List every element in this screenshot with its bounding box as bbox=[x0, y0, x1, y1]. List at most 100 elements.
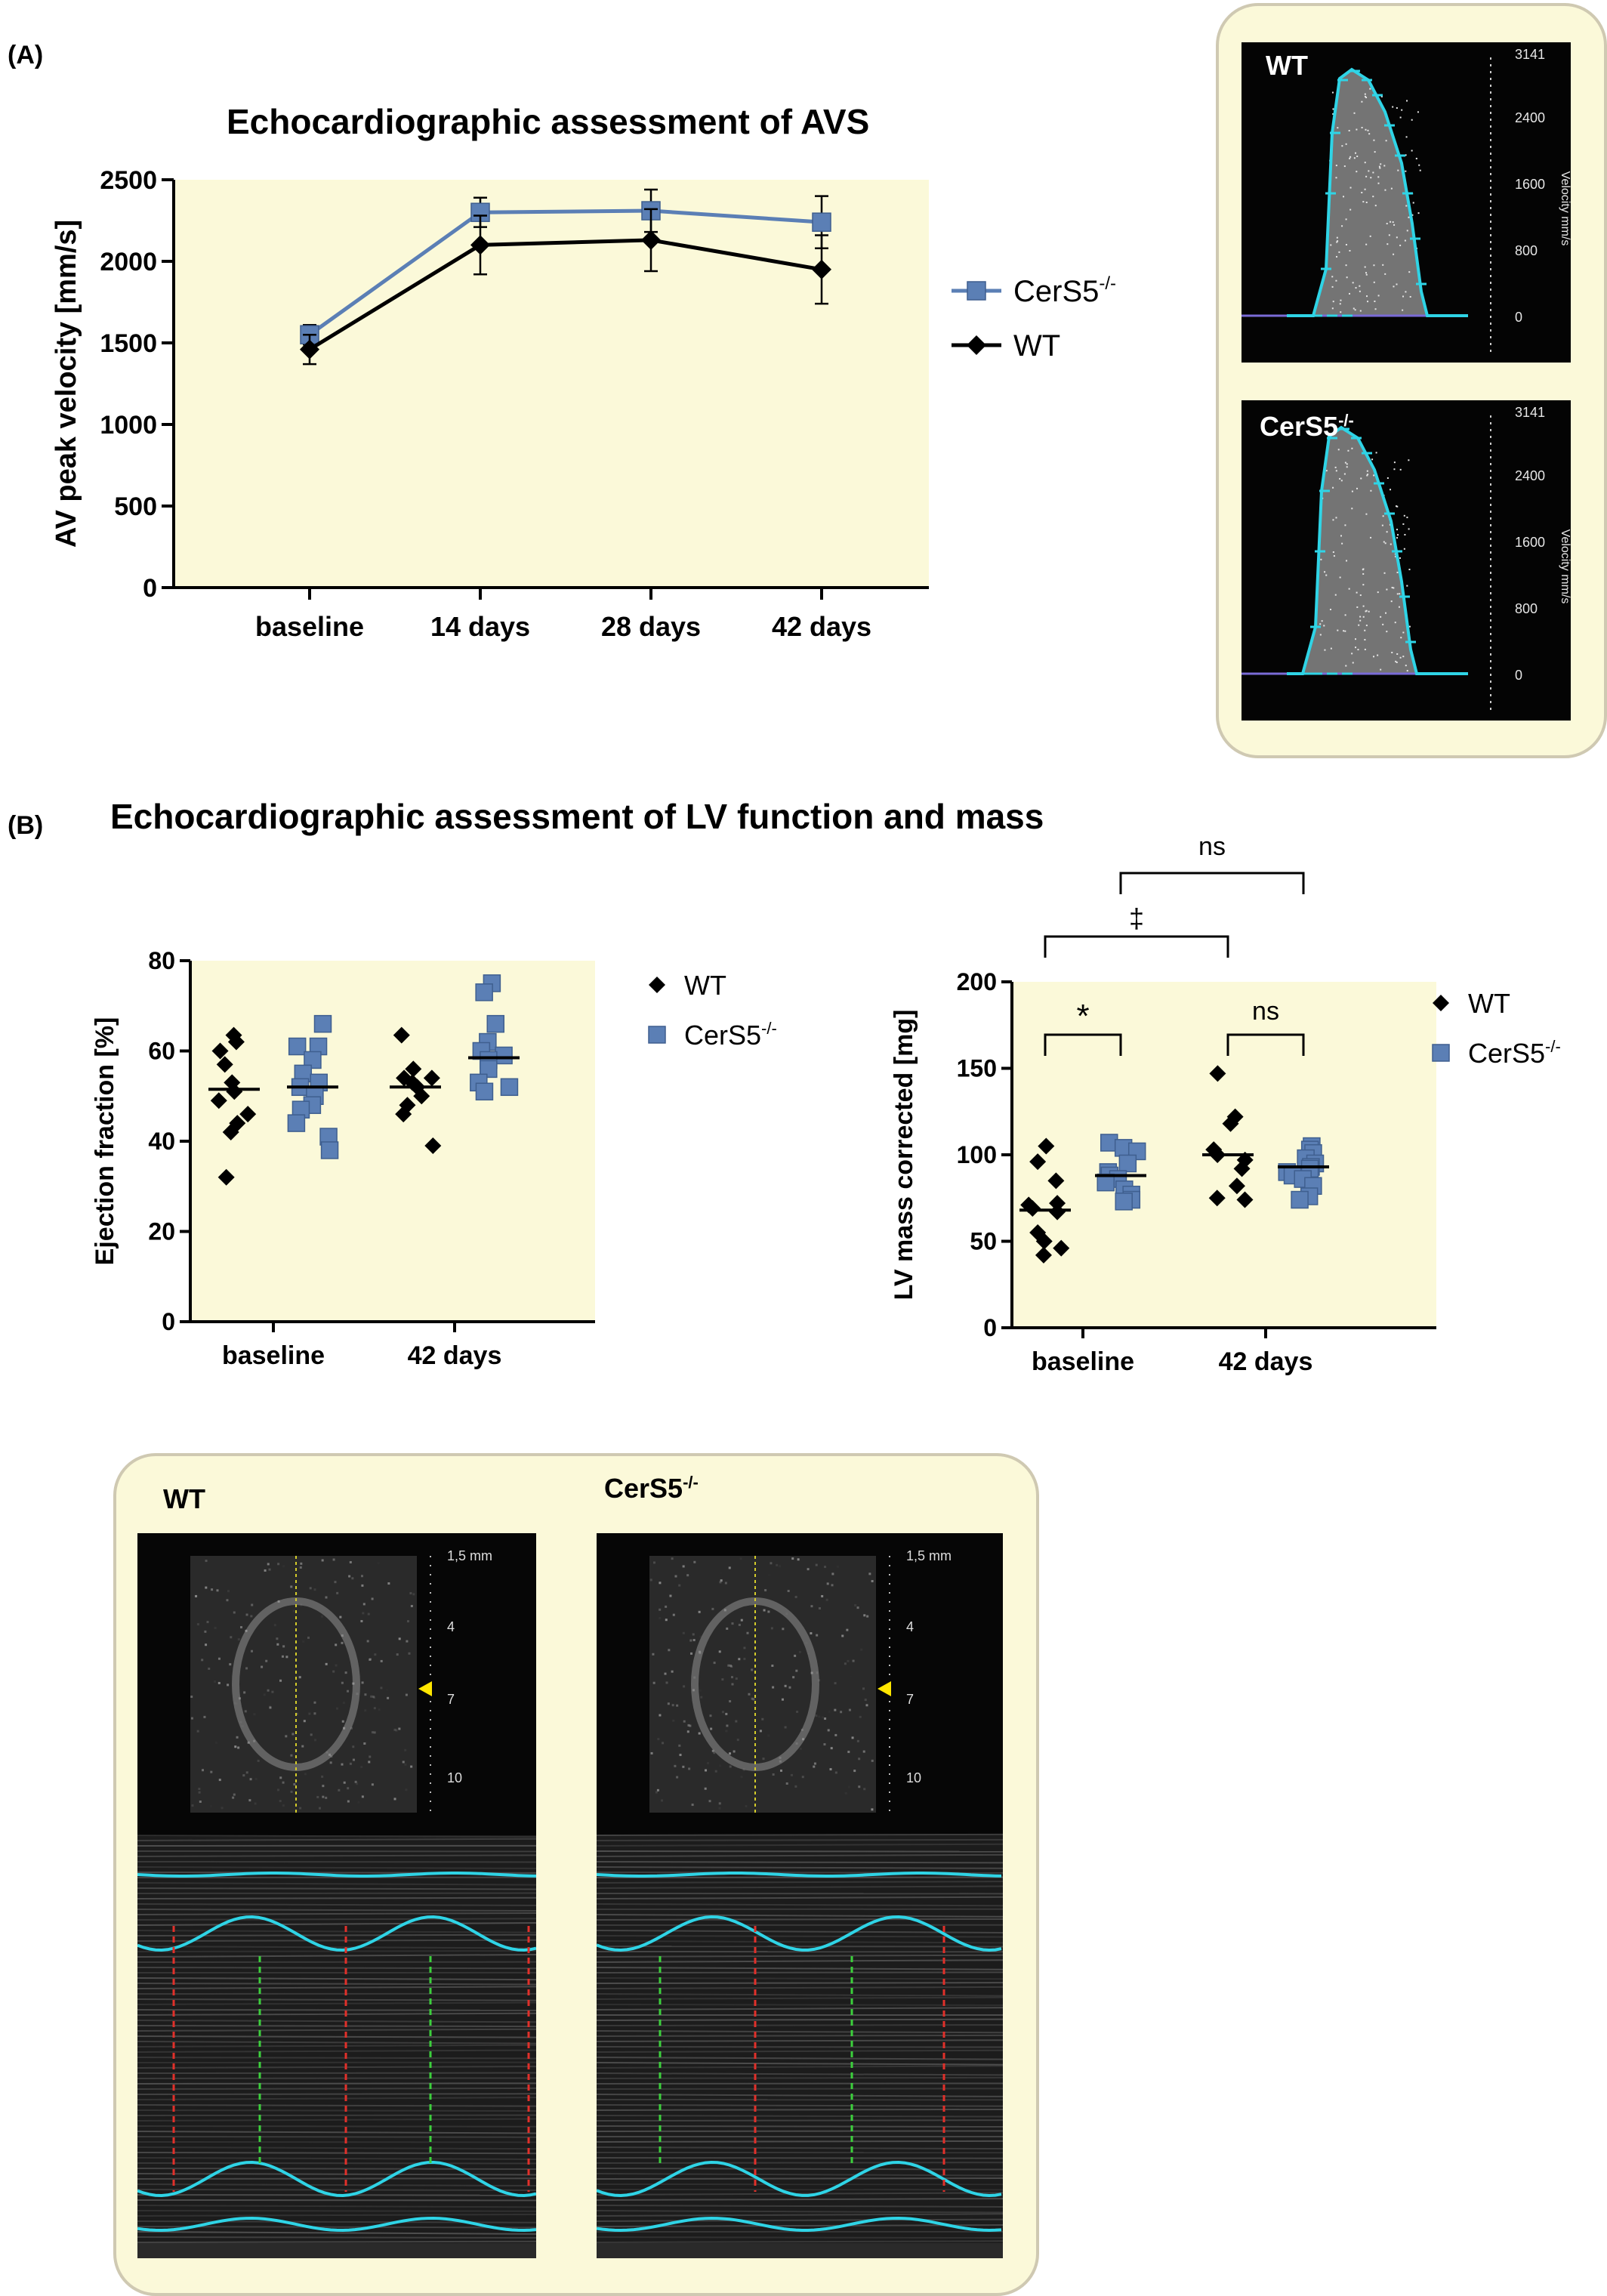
y-tick-label: 1000 bbox=[100, 411, 157, 440]
bmode-speckle bbox=[394, 1798, 396, 1800]
bmode-speckle bbox=[819, 1607, 821, 1609]
bmode-speckle bbox=[361, 1575, 363, 1577]
mmode-texture bbox=[137, 1967, 536, 1968]
bmode-speckle bbox=[325, 1597, 328, 1599]
doppler-speckle bbox=[1420, 170, 1421, 171]
y-axis-label: LV mass corrected [mg] bbox=[890, 1010, 918, 1301]
bmode-speckle bbox=[378, 1562, 380, 1564]
doppler-speckle bbox=[1366, 202, 1368, 203]
bmode-speckle bbox=[368, 1761, 370, 1763]
doppler-speckle bbox=[1332, 487, 1334, 489]
bmode-speckle bbox=[345, 1671, 347, 1674]
bmode-speckle bbox=[693, 1639, 696, 1641]
bmode-speckle bbox=[659, 1609, 661, 1611]
doppler-speckle bbox=[1391, 600, 1393, 602]
doppler-speckle bbox=[1370, 236, 1371, 237]
bmode-speckle bbox=[199, 1801, 202, 1803]
bmode-speckle bbox=[741, 1776, 743, 1778]
bmode-speckle bbox=[341, 1642, 343, 1644]
bmode-speckle bbox=[699, 1733, 701, 1735]
bmode-speckle bbox=[387, 1697, 389, 1699]
doppler-speckle bbox=[1377, 176, 1379, 177]
doppler-speckle bbox=[1400, 657, 1402, 659]
mmode-texture bbox=[597, 2126, 1003, 2127]
doppler-speckle bbox=[1368, 611, 1370, 613]
doppler-speckle bbox=[1337, 630, 1338, 631]
doppler-speckle bbox=[1364, 639, 1365, 640]
doppler-speckle bbox=[1365, 94, 1366, 95]
y-tick-label: 0 bbox=[983, 1314, 997, 1341]
bmode-speckle bbox=[215, 1742, 217, 1744]
bmode-speckle bbox=[353, 1759, 355, 1761]
bmode-speckle bbox=[814, 1763, 816, 1765]
legend-marker bbox=[649, 1026, 665, 1043]
doppler-speckle bbox=[1405, 240, 1406, 242]
bmode-speckle bbox=[731, 1622, 733, 1625]
bmode-speckle bbox=[245, 1710, 247, 1712]
doppler-speckle bbox=[1408, 459, 1409, 461]
bmode-speckle bbox=[831, 1572, 834, 1575]
y-tick-label: 50 bbox=[970, 1228, 997, 1255]
bmode-speckle bbox=[678, 1745, 680, 1747]
mmode-texture bbox=[597, 2035, 1003, 2036]
doppler-speckle bbox=[1377, 655, 1378, 656]
bmode-speckle bbox=[343, 1702, 345, 1704]
bmode-speckle bbox=[799, 1651, 801, 1653]
doppler-speckle bbox=[1320, 559, 1322, 560]
significance-ns-right: ns bbox=[1252, 997, 1279, 1026]
bmode-speckle bbox=[831, 1747, 833, 1749]
data-point-square bbox=[487, 1016, 504, 1032]
doppler-speckle bbox=[1365, 272, 1367, 273]
doppler-speckle bbox=[1395, 661, 1396, 662]
doppler-speckle bbox=[1344, 631, 1346, 632]
doppler-speckle bbox=[1353, 307, 1355, 309]
bmode-speckle bbox=[299, 1807, 301, 1810]
doppler-speckle bbox=[1379, 166, 1380, 168]
bmode-speckle bbox=[782, 1628, 784, 1630]
bmode-speckle bbox=[219, 1779, 221, 1781]
mmode-texture bbox=[597, 2004, 1003, 2005]
bmode-speckle bbox=[707, 1762, 709, 1764]
bmode-speckle bbox=[669, 1595, 671, 1597]
doppler-label-wt: WT bbox=[1266, 50, 1308, 82]
doppler-speckle bbox=[1341, 145, 1343, 147]
bmode-speckle bbox=[190, 1696, 193, 1698]
doppler-speckle bbox=[1359, 291, 1361, 292]
doppler-speckle bbox=[1402, 296, 1404, 298]
doppler-speckle bbox=[1393, 587, 1394, 588]
bmode-speckle bbox=[661, 1799, 663, 1801]
bmode-speckle bbox=[863, 1614, 865, 1616]
x-tick-label: 28 days bbox=[601, 611, 701, 642]
doppler-speckle bbox=[1365, 162, 1366, 163]
bmode-speckle bbox=[233, 1611, 236, 1613]
significance-ns-top: ns bbox=[1198, 832, 1226, 861]
bmode-speckle bbox=[374, 1731, 376, 1733]
doppler-speckle bbox=[1331, 648, 1332, 650]
bmode-speckle bbox=[850, 1675, 853, 1677]
mmode-texture bbox=[137, 2168, 536, 2169]
doppler-speckle bbox=[1367, 474, 1368, 475]
bmode-speckle bbox=[403, 1761, 405, 1763]
bmode-speckle bbox=[840, 1711, 842, 1713]
doppler-speckle bbox=[1405, 205, 1407, 207]
bmode-speckle bbox=[682, 1766, 684, 1768]
bmode-speckle bbox=[362, 1795, 364, 1798]
mmode-texture bbox=[597, 2120, 1003, 2121]
bmode-speckle bbox=[719, 1802, 721, 1804]
doppler-speckle bbox=[1345, 462, 1346, 464]
bmode-speckle bbox=[358, 1801, 360, 1804]
bmode-speckle bbox=[368, 1613, 370, 1616]
depth-tick-label: 1,5 mm bbox=[447, 1548, 492, 1563]
bmode-speckle bbox=[693, 1561, 696, 1563]
data-point-square bbox=[315, 1016, 332, 1032]
bmode-speckle bbox=[737, 1739, 739, 1741]
bmode-speckle bbox=[740, 1557, 742, 1560]
bmode-speckle bbox=[665, 1673, 667, 1675]
bmode-speckle bbox=[687, 1730, 689, 1733]
doppler-speckle bbox=[1387, 477, 1389, 479]
doppler-speckle bbox=[1404, 534, 1405, 535]
bmode-speckle bbox=[715, 1770, 717, 1773]
bmode-speckle bbox=[731, 1676, 733, 1678]
doppler-speckle bbox=[1366, 295, 1368, 297]
doppler-speckle bbox=[1367, 130, 1368, 131]
